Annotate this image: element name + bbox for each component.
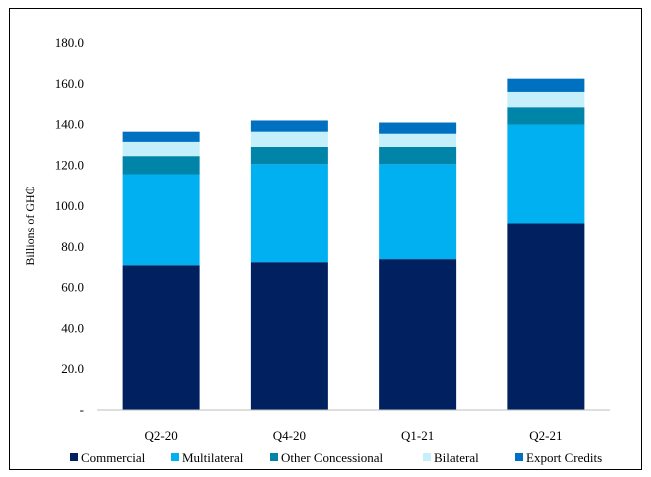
y-tick-label: 80.0 [61, 239, 84, 254]
bar-segment-export-credits [250, 120, 328, 132]
legend-label: Multilateral [182, 450, 244, 465]
y-axis-label: Billions of GH₵ [23, 186, 37, 265]
bar-segment-export-credits [379, 122, 457, 134]
bar-segment-commercial [507, 223, 585, 410]
legend: Commercial Multilateral Other Concessional… [70, 450, 602, 465]
y-tick-label: 60.0 [61, 280, 84, 295]
bar-segment-other-concessional [507, 107, 585, 125]
y-axis-ticks: - 20.0 40.0 60.0 80.0 100.0 120.0 140.0 160.0 180… [55, 35, 84, 417]
legend-label: Other Concessional [281, 450, 384, 465]
y-tick-label: 140.0 [55, 117, 84, 132]
bar-segment-other-concessional [250, 146, 328, 165]
bar-segment-bilateral [379, 133, 457, 147]
legend-swatch [171, 453, 179, 461]
legend-swatch [423, 453, 431, 461]
x-tick-label: Q4-20 [273, 428, 306, 443]
bar-segment-multilateral [379, 164, 457, 260]
legend-label: Commercial [81, 450, 146, 465]
bar-segment-other-concessional [379, 146, 457, 165]
y-tick-label: 160.0 [55, 76, 84, 91]
bar-segment-bilateral [250, 131, 328, 147]
x-tick-label: Q2-20 [145, 428, 178, 443]
bar-segment-commercial [250, 262, 328, 410]
x-tick-label: Q1-21 [401, 428, 434, 443]
y-tick-label: - [80, 402, 84, 417]
bar-segment-commercial [122, 265, 200, 410]
legend-label: Export Credits [526, 450, 602, 465]
legend-swatch [270, 453, 278, 461]
y-tick-label: 180.0 [55, 35, 84, 50]
bar-segment-commercial [379, 259, 457, 410]
bar-segment-export-credits [507, 78, 585, 92]
legend-swatch [70, 453, 78, 461]
y-tick-label: 100.0 [55, 198, 84, 213]
legend-swatch [515, 453, 523, 461]
y-tick-label: 120.0 [55, 157, 84, 172]
bar-segment-export-credits [122, 131, 200, 142]
x-tick-label: Q2-21 [529, 428, 562, 443]
y-tick-label: 40.0 [61, 320, 84, 335]
y-tick-label: 20.0 [61, 361, 84, 376]
legend-label: Bilateral [434, 450, 479, 465]
bar-segment-multilateral [122, 174, 200, 266]
bar-segment-multilateral [507, 124, 585, 224]
x-axis-ticks: Q2-20 Q4-20 Q1-21 Q2-21 [145, 428, 563, 443]
bars [122, 78, 585, 410]
bar-segment-other-concessional [122, 156, 200, 175]
bar-segment-multilateral [250, 164, 328, 263]
bar-segment-bilateral [122, 141, 200, 157]
bar-segment-bilateral [507, 91, 585, 108]
